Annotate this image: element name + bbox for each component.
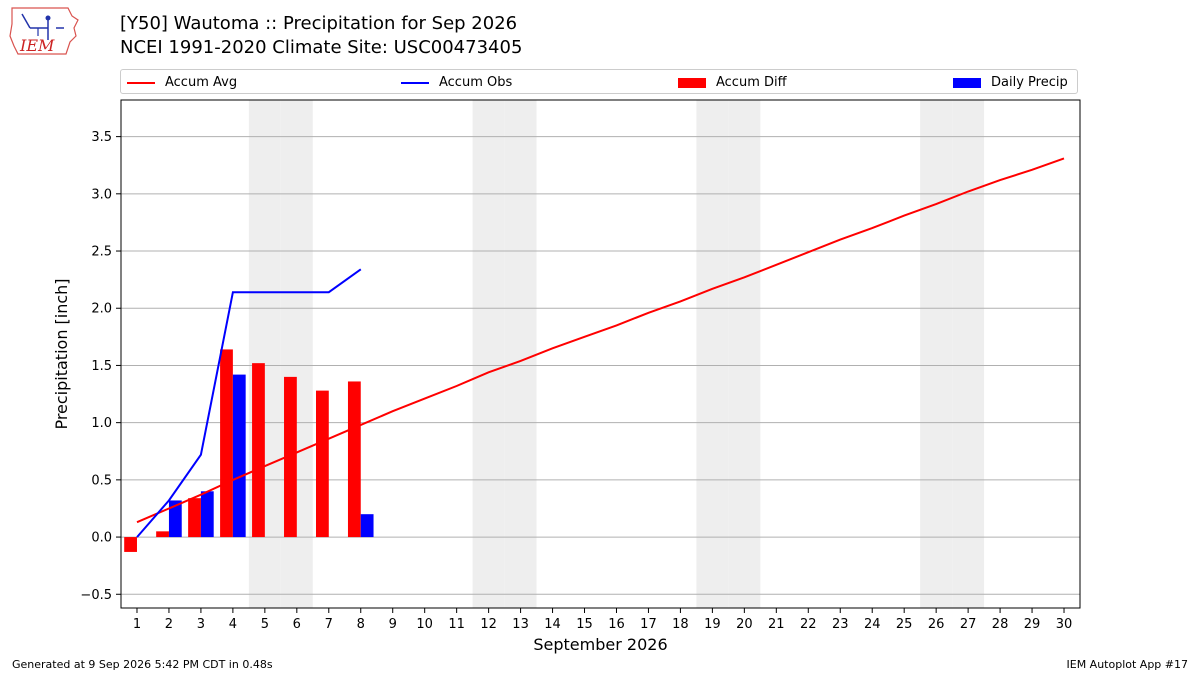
chart-title: [Y50] Wautoma :: Precipitation for Sep 2… bbox=[120, 12, 522, 60]
legend-swatch-daily-precip bbox=[953, 77, 981, 88]
accum-diff-bar bbox=[347, 381, 361, 538]
weekend-band bbox=[728, 100, 761, 608]
x-tick-label: 29 bbox=[1024, 617, 1041, 632]
x-tick-label: 3 bbox=[197, 617, 205, 632]
x-tick-label: 20 bbox=[736, 617, 753, 632]
y-tick-label: 1.5 bbox=[91, 359, 112, 374]
x-axis-label: September 2026 bbox=[533, 635, 667, 654]
x-tick-label: 10 bbox=[416, 617, 433, 632]
accum-diff-bar bbox=[188, 498, 201, 538]
accum-diff-bar bbox=[315, 390, 329, 538]
x-tick-label: 15 bbox=[576, 617, 593, 632]
daily-precip-bar bbox=[200, 491, 214, 538]
y-axis-label: Precipitation [inch] bbox=[52, 278, 71, 429]
accum-diff-bar bbox=[220, 349, 233, 538]
x-tick-label: 25 bbox=[896, 617, 913, 632]
daily-precip-bar bbox=[360, 514, 374, 538]
accum-obs-line bbox=[136, 268, 362, 538]
iem-logo: IEM bbox=[8, 6, 80, 58]
x-tick-label: 30 bbox=[1056, 617, 1073, 632]
x-tick-label: 21 bbox=[768, 617, 785, 632]
x-tick-label: 26 bbox=[928, 617, 945, 632]
x-tick-label: 27 bbox=[960, 617, 977, 632]
legend-item-daily-precip: Daily Precip bbox=[953, 70, 1068, 95]
x-tick-label: 9 bbox=[389, 617, 397, 632]
x-tick-label: 8 bbox=[357, 617, 365, 632]
y-tick-label: 2.0 bbox=[91, 302, 112, 317]
x-tick-label: 5 bbox=[261, 617, 269, 632]
y-tick-label: 0.5 bbox=[91, 473, 112, 488]
legend-label-daily-precip: Daily Precip bbox=[991, 75, 1068, 90]
x-tick-label: 17 bbox=[640, 617, 657, 632]
legend-item-accum-diff: Accum Diff bbox=[678, 70, 787, 95]
x-tick-label: 19 bbox=[704, 617, 721, 632]
y-tick-label: 3.0 bbox=[91, 187, 112, 202]
chart-title-line1: [Y50] Wautoma :: Precipitation for Sep 2… bbox=[120, 13, 518, 34]
logo-text: IEM bbox=[19, 36, 55, 55]
x-tick-label: 22 bbox=[800, 617, 817, 632]
weekend-band bbox=[696, 100, 729, 608]
legend-label-accum-obs: Accum Obs bbox=[439, 75, 513, 90]
legend-swatch-accum-diff bbox=[678, 77, 706, 88]
daily-precip-bar bbox=[232, 374, 246, 538]
x-tick-label: 2 bbox=[165, 617, 173, 632]
legend-label-accum-diff: Accum Diff bbox=[716, 75, 787, 90]
legend-swatch-accum-obs bbox=[401, 81, 429, 84]
x-tick-label: 4 bbox=[229, 617, 237, 632]
iem-logo-graphic: IEM bbox=[9, 7, 79, 55]
chart-title-line2: NCEI 1991-2020 Climate Site: USC00473405 bbox=[120, 37, 523, 58]
accum-diff-bar bbox=[124, 537, 137, 552]
footer-generated: Generated at 9 Sep 2026 5:42 PM CDT in 0… bbox=[12, 658, 273, 671]
chart-legend: Accum Avg Accum Obs Accum Diff Daily Pre… bbox=[120, 69, 1078, 94]
x-tick-label: 14 bbox=[544, 617, 561, 632]
accum-diff-bar bbox=[252, 363, 265, 538]
accum-diff-bar bbox=[284, 376, 297, 538]
y-tick-label: 3.5 bbox=[91, 130, 112, 145]
accum-diff-bar bbox=[156, 531, 169, 538]
x-tick-label: 12 bbox=[480, 617, 497, 632]
y-tick-label: 1.0 bbox=[91, 416, 112, 431]
legend-item-accum-obs: Accum Obs bbox=[401, 70, 512, 95]
weekend-band bbox=[920, 100, 953, 608]
x-tick-label: 23 bbox=[832, 617, 849, 632]
x-tick-label: 11 bbox=[448, 617, 465, 632]
plot-frame bbox=[120, 99, 1081, 609]
weekend-band bbox=[952, 100, 985, 608]
x-tick-label: 16 bbox=[608, 617, 625, 632]
y-tick-label: −0.5 bbox=[80, 588, 112, 603]
weekend-band bbox=[504, 100, 537, 608]
daily-precip-bar bbox=[168, 500, 182, 538]
x-tick-label: 13 bbox=[512, 617, 529, 632]
footer-app-id: IEM Autoplot App #17 bbox=[1066, 658, 1189, 671]
legend-item-accum-avg: Accum Avg bbox=[127, 70, 237, 95]
legend-label-accum-avg: Accum Avg bbox=[165, 75, 238, 90]
accum-avg-line bbox=[136, 157, 1065, 524]
weekend-band bbox=[472, 100, 505, 608]
legend-swatch-accum-avg bbox=[127, 81, 155, 84]
x-tick-label: 1 bbox=[133, 617, 141, 632]
x-tick-label: 6 bbox=[293, 617, 301, 632]
x-tick-label: 24 bbox=[864, 617, 881, 632]
y-tick-label: 2.5 bbox=[91, 245, 112, 260]
x-tick-label: 28 bbox=[992, 617, 1009, 632]
y-tick-label: 0.0 bbox=[91, 531, 112, 546]
x-tick-label: 7 bbox=[325, 617, 333, 632]
x-tick-label: 18 bbox=[672, 617, 689, 632]
